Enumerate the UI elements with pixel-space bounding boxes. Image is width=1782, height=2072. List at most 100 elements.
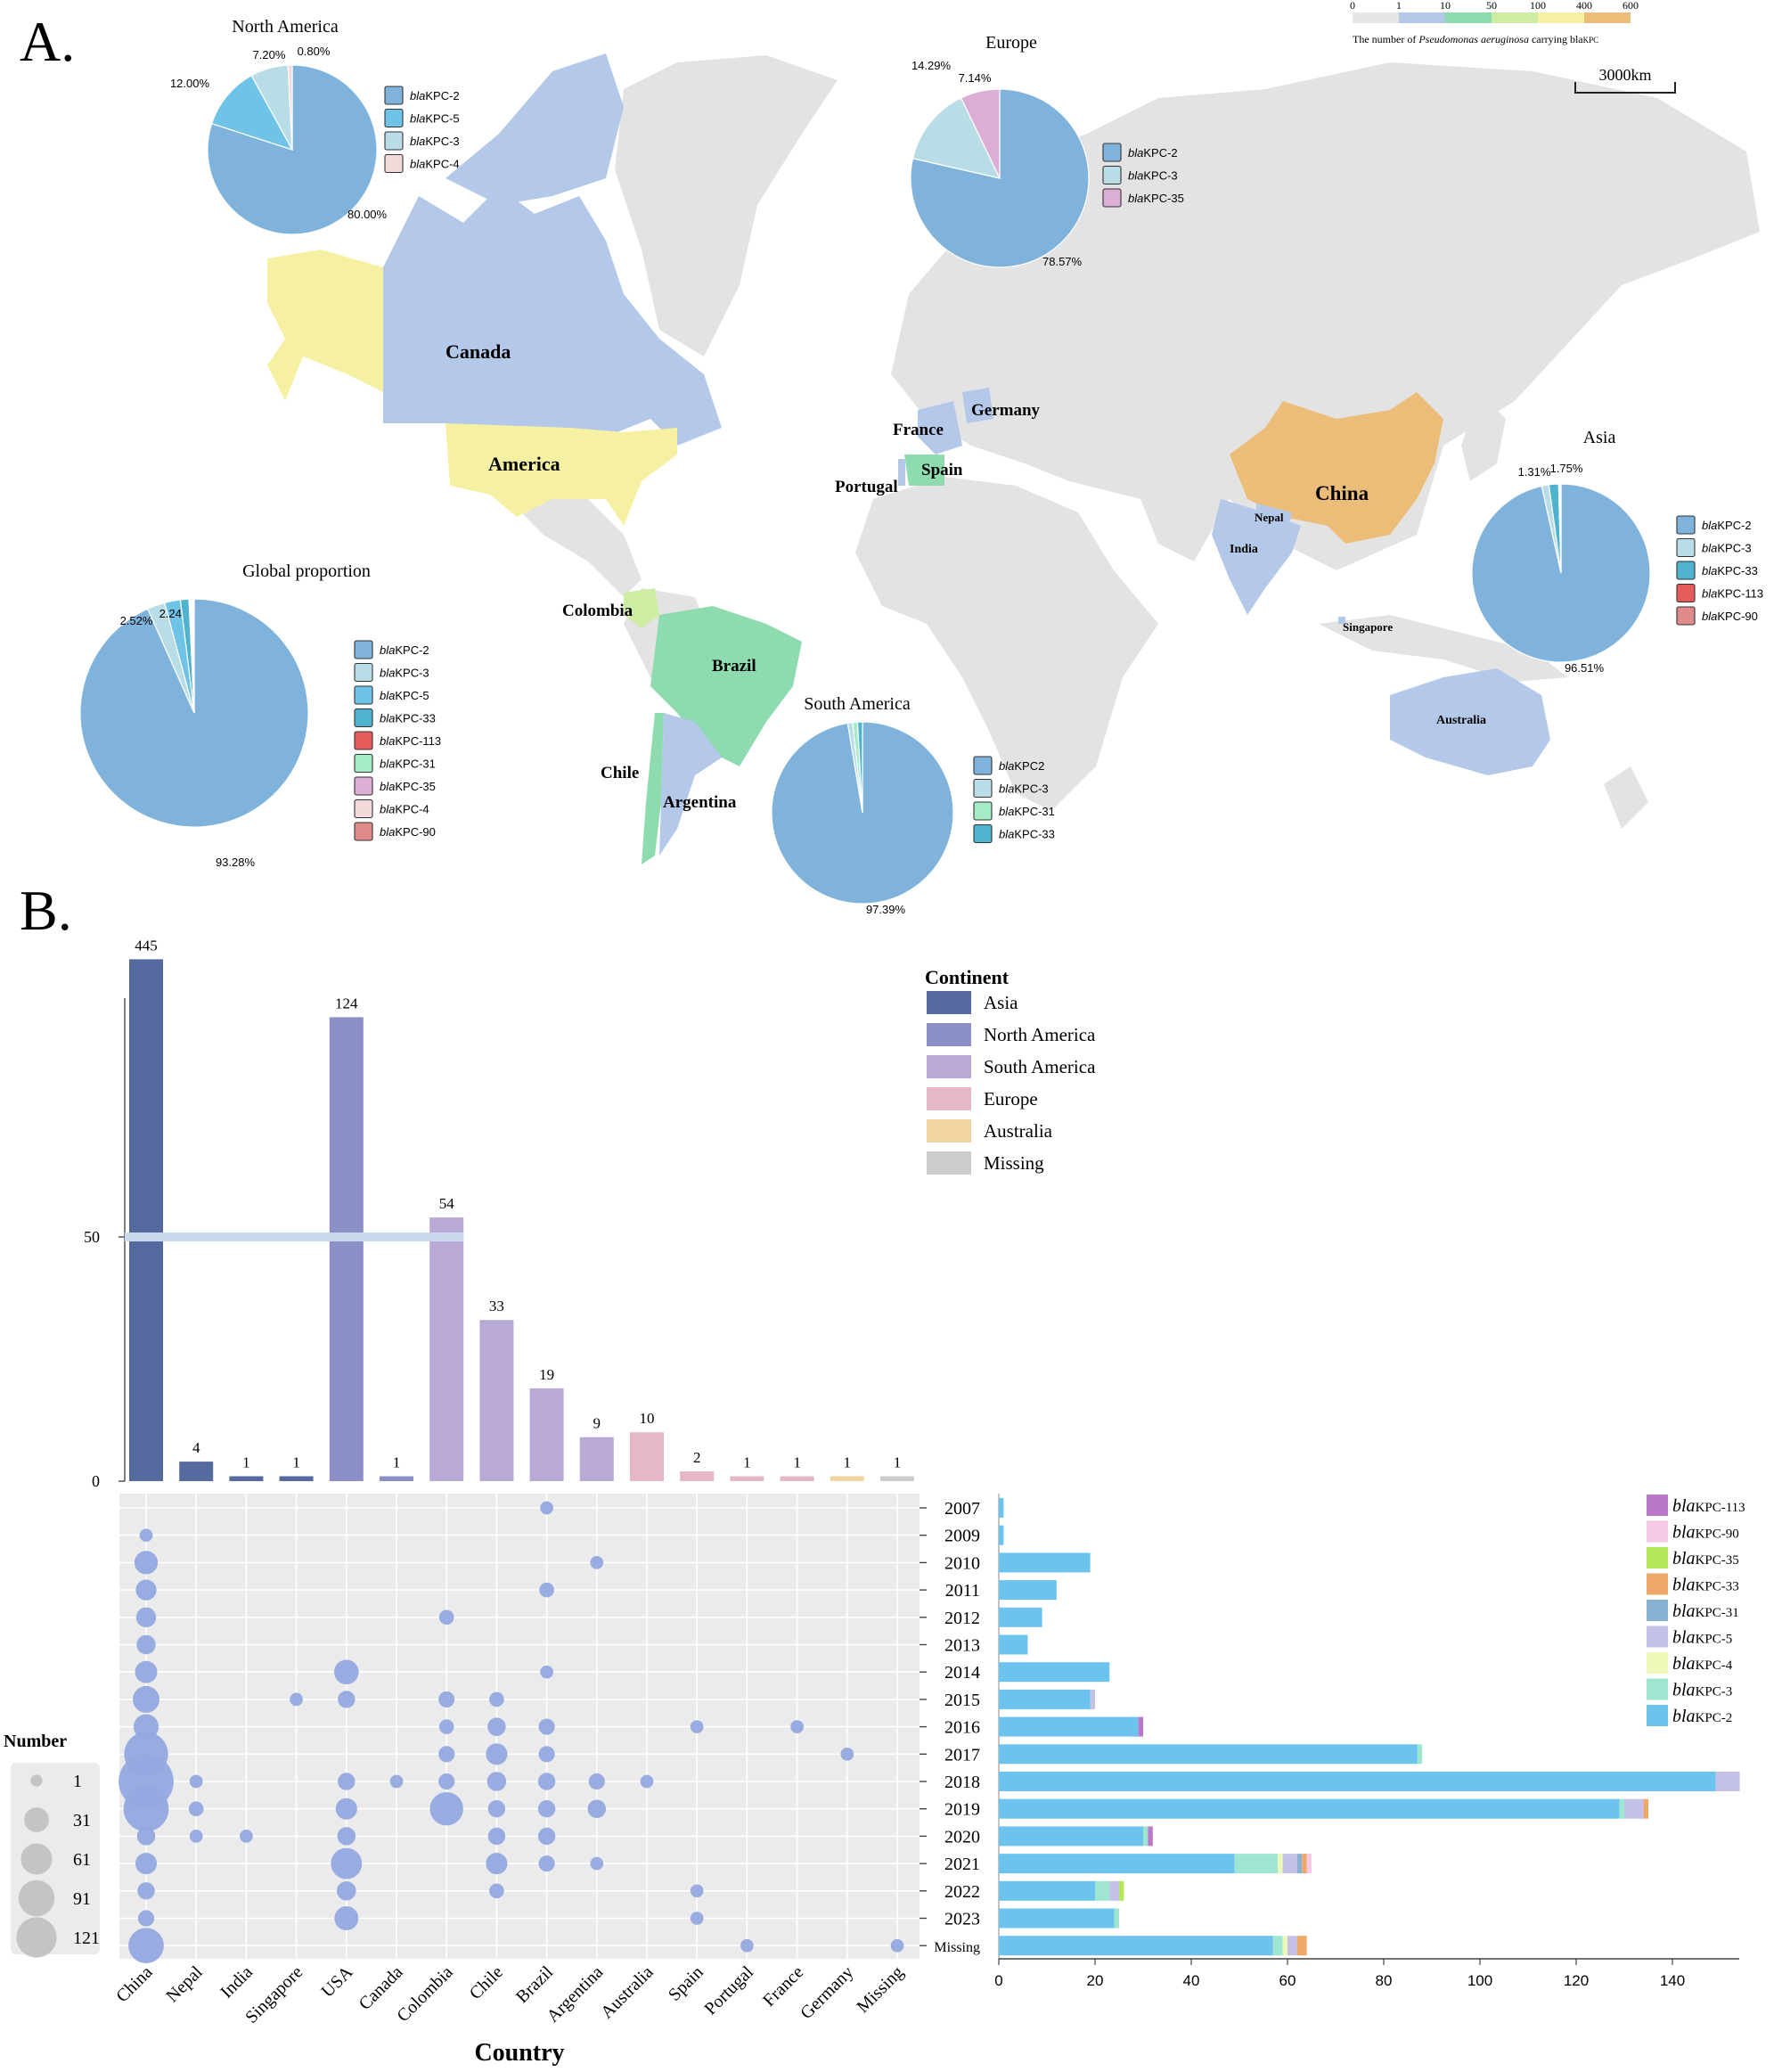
continent-label-1: North America [984,1024,1096,1045]
allele-name: KPC-33 [1696,1580,1739,1594]
dot-Brazil-2018 [537,1773,556,1790]
pie-legend-prefix: bla [1702,519,1717,532]
dot-x-label-Portugal: Portugal [700,1962,757,2019]
size-legend-label-2: 61 [73,1850,91,1870]
pie-legend-swatch-0-2 [384,131,404,151]
country-bar-Australia [630,1432,664,1481]
pie-slice-0-3 [287,64,293,151]
country-bar-Singapore [279,1476,314,1481]
pie-title-3: Global proportion [242,561,371,581]
pie-legend-prefix: bla [999,759,1014,773]
portugal-shape [898,459,905,486]
country-bar-value-Missing: 1 [894,1454,902,1471]
pie-legend-prefix: bla [999,805,1014,818]
year-bar-2022-KPC-5 [1109,1880,1119,1901]
pie-slice-1-2 [960,88,1001,179]
country-label-chile: Chile [601,764,639,782]
size-legend-circle-4 [16,1917,57,1958]
canada-shape [383,187,722,446]
continent-swatch-2 [927,1055,971,1078]
dot-Singapore-2015 [290,1692,303,1707]
pie-title-1: Europe [985,33,1037,53]
continent-swatch-3 [927,1087,971,1110]
pie-legend-swatch-1-0 [1102,143,1122,162]
pie-legend-label-3-5: blaKPC-31 [380,758,436,771]
country-bar-value-France: 1 [793,1454,801,1471]
year-label-2016: 2016 [944,1718,980,1738]
dot-Argentina-2018 [588,1773,605,1790]
year-bar-2016-KPC-2 [999,1716,1139,1737]
pie-legend-prefix: bla [410,112,425,126]
year-label-2012: 2012 [944,1609,980,1628]
year-bar-2022-KPC-3 [1095,1880,1110,1901]
year-label-2018: 2018 [944,1773,980,1792]
pie-legend-allele: KPC-33 [1014,828,1055,841]
dot-x-label-Spain: Spain [665,1962,707,2005]
allele-swatch-KPC-31 [1647,1600,1668,1621]
continent-legend-title: Continent [925,966,1010,988]
pie-legend-prefix: bla [380,734,395,748]
dot-Chile-2018 [486,1772,507,1791]
year-label-2010: 2010 [944,1553,980,1573]
pie-legend-swatch-2-3 [1676,583,1696,603]
size-legend-label-0: 1 [73,1772,82,1791]
pie-legend-swatch-2-1 [1676,537,1696,558]
dot-Brazil-2014 [540,1665,553,1679]
pie-legend-label-2-2: blaKPC-33 [1702,564,1758,577]
pie-legend-label-3-2: blaKPC-5 [380,689,429,702]
usa-shape [446,423,677,526]
country-bar-value-Brazil: 19 [539,1366,554,1383]
dot-Australia-2018 [640,1774,654,1789]
year-bar-2022-KPC-2 [999,1880,1095,1901]
dot-Portugal-Missing [740,1938,754,1953]
allele-label-KPC-35: blaKPC-35 [1672,1549,1739,1568]
country-bar-value-Colombia: 54 [439,1195,455,1212]
bar-y-tick-label-1: 50 [84,1228,100,1246]
dot-x-label-Brazil: Brazil [512,1962,557,2007]
year-bar-Missing-KPC-33 [1296,1936,1307,1956]
dot-Brazil-2011 [539,1582,554,1598]
legend-swatch-0 [1353,12,1399,23]
year-stacked-bar-chart: 2007 2009 2010 2011 2012 2013 2014 2015 2016 2017… [920,1494,1740,1989]
pie-legend-allele: KPC-90 [395,825,436,839]
pie-legend-swatch-4-3 [973,823,993,844]
legend-tick-5: 400 [1576,0,1592,12]
new-zealand-shape [1604,766,1648,829]
pie-legend-allele: KPC-2 [1143,146,1177,160]
pie-legend-label-1-2: blaKPC-35 [1128,192,1184,205]
pie-legend-prefix: bla [380,825,395,839]
year-bar-Missing-KPC-4 [1282,1936,1287,1956]
pie-legend-label-3-6: blaKPC-35 [380,780,436,793]
allele-label-KPC-5: blaKPC-5 [1672,1628,1732,1648]
canada-islands-shape [446,53,624,205]
pie-chart-0: North America80.00%blaKPC-212.00%blaKPC-… [170,17,460,235]
pie-legend-prefix: bla [999,828,1014,841]
pie-legend-swatch-2-0 [1676,515,1696,535]
year-label-2014: 2014 [944,1663,980,1683]
year-bar-2019-KPC-5 [1624,1798,1644,1819]
year-bar-2020-KPC-2 [999,1826,1143,1847]
year-x-tick-label-6: 120 [1564,1972,1589,1989]
pie-legend-swatch-2-4 [1676,606,1696,626]
dot-China-2021 [135,1853,158,1875]
legend-tick-3: 50 [1486,0,1497,12]
number-size-legend: Number 1 31 61 91 121 [4,1732,100,1958]
year-bar-2019-KPC-2 [999,1798,1620,1819]
dot-USA-2015 [338,1691,356,1708]
dot-China-2013 [136,1634,156,1655]
allele-label-KPC-33: blaKPC-33 [1672,1576,1739,1595]
continent-label-5: Missing [984,1152,1044,1174]
singapore-shape [1338,617,1345,624]
allele-name: KPC-4 [1696,1658,1733,1673]
year-bar-2022-KPC-35 [1119,1880,1124,1901]
country-bar-value-Germany: 1 [844,1454,852,1471]
dot-x-label-France: France [759,1962,807,2011]
year-bar-2012-KPC-2 [999,1607,1042,1627]
pie-legend-label-3-4: blaKPC-113 [380,734,441,748]
allele-label-KPC-2: blaKPC-2 [1672,1707,1732,1726]
country-bar-value-Argentina: 9 [593,1415,601,1432]
spain-shape [904,455,944,486]
pie-chart-1: Europe78.57%blaKPC-214.29%blaKPC-37.14%b… [910,33,1184,268]
dot-x-label-USA: USA [317,1962,356,2002]
pie-legend-prefix: bla [1702,564,1717,577]
